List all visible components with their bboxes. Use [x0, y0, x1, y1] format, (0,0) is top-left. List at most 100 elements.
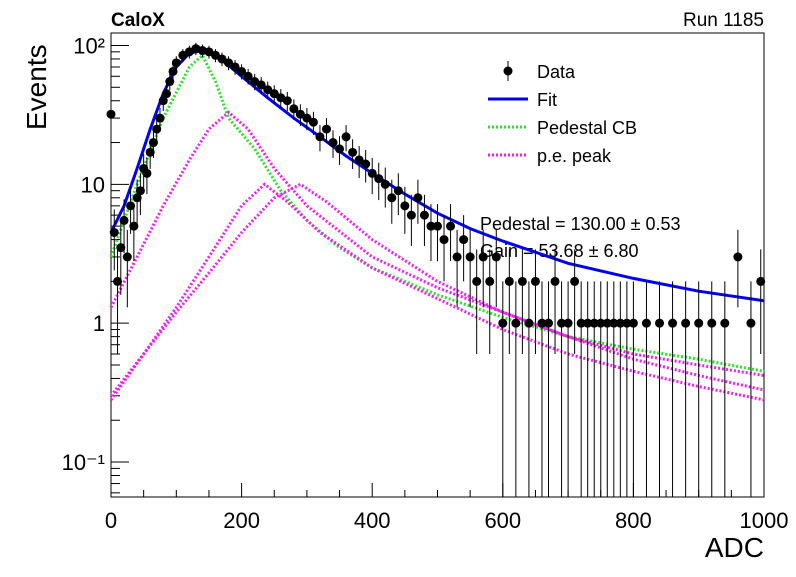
fit-curve — [109, 48, 765, 303]
run-label: Run 1185 — [683, 10, 764, 31]
data-point — [446, 221, 456, 231]
data-point — [230, 62, 240, 72]
data-point — [315, 132, 325, 142]
data-point — [557, 318, 567, 328]
data-point — [622, 318, 632, 328]
data-point — [756, 276, 766, 286]
data-point — [289, 104, 299, 114]
y-axis-label: Events — [21, 44, 52, 130]
x-tick-label: 800 — [615, 508, 652, 533]
data-point — [165, 77, 175, 87]
data-point — [615, 318, 625, 328]
data-point — [256, 80, 266, 90]
data-point — [602, 318, 612, 328]
data-point — [113, 276, 123, 286]
data-point — [263, 85, 273, 95]
data-point — [720, 318, 730, 328]
data-point — [413, 193, 423, 203]
data-point — [498, 318, 508, 328]
data-point — [707, 318, 717, 328]
data-point — [308, 117, 318, 127]
data-point — [504, 276, 514, 286]
data-point — [439, 235, 449, 245]
y-tick-label: 1 — [93, 311, 105, 336]
data-point — [465, 252, 475, 262]
data-point — [119, 215, 129, 225]
data-point — [367, 168, 377, 178]
data-point — [628, 318, 638, 328]
data-point — [530, 276, 540, 286]
data-point — [122, 252, 132, 262]
data-point — [609, 318, 619, 328]
data-point — [162, 89, 172, 99]
y-tick-label: 10 — [81, 172, 105, 197]
data-point — [524, 318, 534, 328]
data-point — [106, 109, 116, 119]
data-point — [158, 96, 168, 106]
data-point — [544, 318, 554, 328]
data-point — [576, 318, 586, 328]
data-point — [485, 276, 495, 286]
x-tick-label: 600 — [484, 508, 521, 533]
data-point — [243, 71, 253, 81]
x-tick-label: 0 — [105, 508, 117, 533]
data-point — [400, 201, 410, 211]
data-point — [210, 50, 220, 60]
annotation: Gain = 53.68 ± 6.80 — [480, 241, 639, 261]
data-point — [537, 318, 547, 328]
data-point — [459, 235, 469, 245]
data-point — [478, 252, 488, 262]
data-point — [302, 113, 312, 123]
data-point — [152, 124, 162, 134]
data-point — [361, 159, 371, 169]
y-tick-label: 10² — [73, 33, 105, 58]
data-point — [116, 243, 126, 253]
data-point — [387, 193, 397, 203]
data-point — [109, 227, 119, 237]
data-point — [641, 318, 651, 328]
data-point — [393, 186, 403, 196]
data-point — [168, 66, 178, 76]
data-point — [563, 318, 573, 328]
x-axis-label: ADC — [705, 532, 764, 563]
data-point — [374, 174, 384, 184]
data-point — [472, 276, 482, 286]
data-point — [129, 221, 139, 231]
data-point — [406, 210, 416, 220]
data-point — [269, 89, 279, 99]
data-point — [335, 144, 345, 154]
data-point — [321, 124, 331, 134]
data-point — [282, 96, 292, 106]
chart-title: CaloX — [111, 10, 165, 31]
data-point — [217, 54, 227, 64]
data-point — [224, 58, 234, 68]
data-point — [145, 147, 155, 157]
data-point — [135, 186, 145, 196]
data-point — [746, 318, 756, 328]
plot-frame — [110, 32, 765, 498]
data-point — [132, 193, 142, 203]
fit-curve — [109, 182, 765, 402]
data-point — [596, 318, 606, 328]
data-point — [668, 318, 678, 328]
data-point — [570, 276, 580, 286]
data-point — [583, 318, 593, 328]
data-point — [328, 138, 338, 148]
x-tick-label: 1000 — [740, 508, 789, 533]
data-point — [237, 66, 247, 76]
legend-label: Data — [537, 62, 576, 82]
data-point — [517, 276, 527, 286]
fit-curve — [109, 182, 765, 397]
data-point — [426, 221, 436, 231]
data-point — [348, 147, 358, 157]
data-point — [452, 252, 462, 262]
data-point — [550, 276, 560, 286]
legend-label: Pedestal CB — [537, 118, 637, 138]
data-point — [354, 155, 364, 165]
data-point — [589, 318, 599, 328]
annotation: Pedestal = 130.00 ± 0.53 — [480, 214, 681, 234]
data-point — [126, 201, 136, 211]
legend-label: p.e. peak — [537, 146, 612, 166]
x-tick-label: 400 — [354, 508, 391, 533]
